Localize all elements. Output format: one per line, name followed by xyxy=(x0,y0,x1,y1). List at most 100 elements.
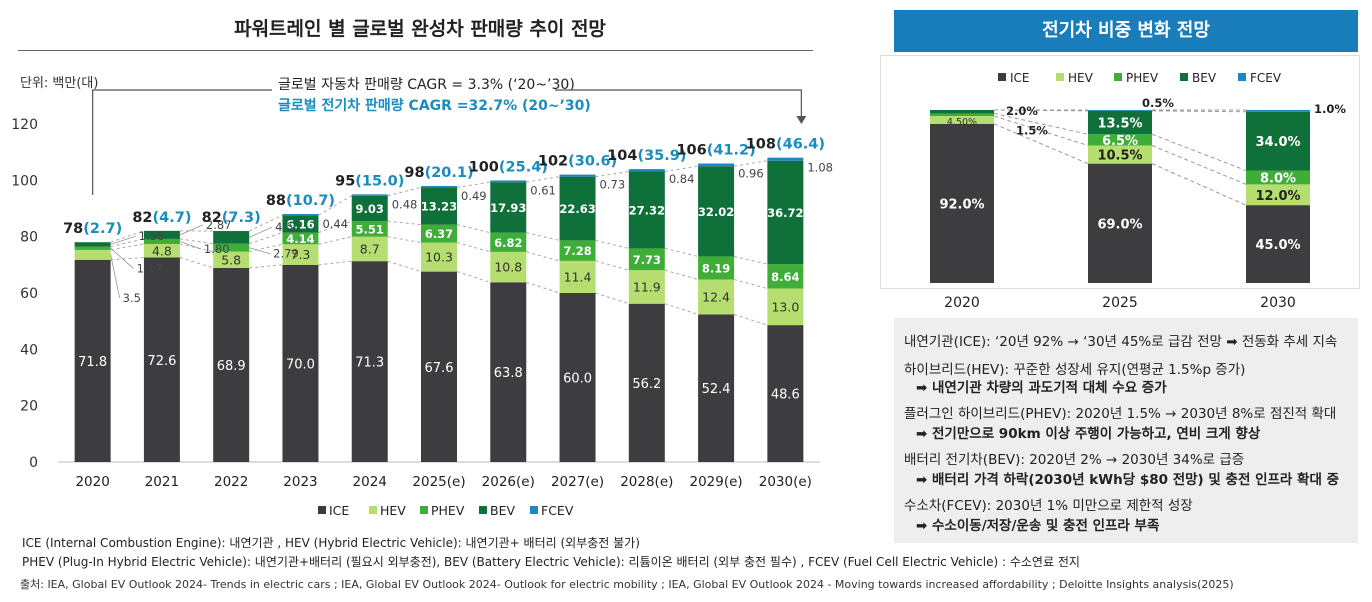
trend-dash xyxy=(526,176,560,183)
segment-value-label: 4.8 xyxy=(152,243,172,258)
trend-dash xyxy=(456,271,491,283)
y-tick-label: 80 xyxy=(20,230,38,246)
trend-dash xyxy=(110,243,144,251)
segment-value-label: 13.23 xyxy=(421,200,457,214)
footnote-source: 출처: IEA, Global EV Outlook 2024- Trends … xyxy=(20,578,1234,591)
right-trend-dash xyxy=(1151,110,1247,113)
bar-segment-ice xyxy=(143,257,180,462)
legend-swatch-ice xyxy=(318,506,326,514)
footnote-definitions-2: PHEV (Plug-In Hybrid Electric Vehicle): … xyxy=(22,555,1080,569)
segment-value-label: 3.5 xyxy=(123,291,141,305)
trend-dash xyxy=(249,264,283,269)
segment-value-label: 27.32 xyxy=(629,203,665,217)
cagr-arrows xyxy=(92,89,807,195)
bar-segment-hev xyxy=(628,270,665,304)
bar-segment-ice xyxy=(490,282,527,462)
y-tick-label: 120 xyxy=(11,117,38,133)
bar-total-label: 102(30.6) xyxy=(538,154,617,170)
trend-dash xyxy=(387,220,422,226)
insight-phev-sub: ➡ 전기만으로 90km 이상 주행이 가능하고, 연비 크게 향상 xyxy=(916,426,1261,442)
segment-value-label: 7.73 xyxy=(633,253,661,267)
bar-segment-bev xyxy=(74,242,111,247)
left-trend-dashes xyxy=(110,160,768,326)
bar-segment-fcev xyxy=(628,169,665,172)
legend-label: FCEV xyxy=(541,503,574,518)
leader-line xyxy=(179,224,204,236)
ice-value-label: 60.0 xyxy=(563,372,592,387)
right-segment-label: 10.5% xyxy=(1097,149,1142,164)
bar-segment-bev xyxy=(143,230,180,239)
right-x-tick-label: 2030 xyxy=(1260,295,1296,311)
insight-ice: 내연기관(ICE): ‘20년 92% → ‘30년 45%로 급감 전망 ➡ … xyxy=(904,334,1338,350)
bar-segment-ice xyxy=(559,293,596,462)
x-tick-label: 2029(e) xyxy=(689,474,742,490)
trend-dash xyxy=(249,232,283,245)
segment-value-label: 8.19 xyxy=(702,261,730,275)
right-bar-segment-hev xyxy=(1246,184,1310,206)
ev-total-value: (35.9) xyxy=(637,148,686,164)
left-y-axis: 0 20 40 60 80 100 120 2020 2021 2022 2023 2024 2025(… xyxy=(11,117,820,490)
bar-total-label: 100(25.4) xyxy=(469,159,548,175)
insight-phev: 플러그인 하이브리드(PHEV): 2020년 1.5% → 2030년 8%로… xyxy=(904,406,1337,422)
bar-total-label: 82(7.3) xyxy=(202,210,261,226)
cagr-arrow-right xyxy=(555,89,802,120)
bar-segment-hev xyxy=(74,249,111,260)
bar-total-label: 106(41.2) xyxy=(676,143,755,159)
trend-dash xyxy=(526,251,560,262)
bar-segment-phev xyxy=(351,221,388,237)
leader-line xyxy=(249,247,271,255)
right-ice-label: 45.0% xyxy=(1255,238,1300,253)
right-bar-segment-phev xyxy=(930,113,994,117)
segment-value-label: 17.93 xyxy=(490,201,526,215)
y-tick-label: 20 xyxy=(20,399,38,415)
right-bar-segment-bev xyxy=(1088,110,1152,135)
right-chart-title: 전기차 비중 변화 전망 xyxy=(894,10,1358,52)
insight-fcev: 수소차(FCEV): 2030년 1% 미만으로 제한적 성장 xyxy=(904,498,1193,514)
trend-dash xyxy=(734,160,768,167)
total-value: 104 xyxy=(607,148,637,164)
fcev-value-label: 0.96 xyxy=(738,167,764,181)
x-tick-label: 2027(e) xyxy=(551,474,604,490)
bar-segment-ice xyxy=(767,325,804,462)
ice-value-label: 68.9 xyxy=(217,359,246,374)
right-bar-segment-bev xyxy=(1246,111,1310,171)
bar-segment-fcev xyxy=(767,157,804,161)
left-legend: ICE HEV PHEV BEV FCEV xyxy=(318,503,574,518)
ev-total-value: (15.0) xyxy=(355,173,404,189)
trend-dash xyxy=(456,224,491,234)
bar-segment-hev xyxy=(351,236,388,262)
right-bar-segment-ice xyxy=(1088,163,1152,283)
ice-value-label: 56.2 xyxy=(632,377,661,392)
total-value: 102 xyxy=(538,154,568,170)
segment-value-label: 2.79 xyxy=(273,247,299,261)
ev-total-value: (41.2) xyxy=(707,143,756,159)
right-ice-label: 92.0% xyxy=(939,197,984,212)
bar-segment-hev xyxy=(559,260,596,293)
right-trend-dash xyxy=(993,112,1089,135)
bar-segment-bev xyxy=(421,187,457,225)
right-bar-segment-ice xyxy=(1246,205,1310,283)
x-tick-label: 2024 xyxy=(353,474,387,490)
fcev-value-label: 0.44 xyxy=(322,217,348,231)
trend-dash xyxy=(526,281,560,294)
right-fcev-label: 1.0% xyxy=(1314,102,1346,116)
trend-dash xyxy=(110,257,144,261)
y-tick-label: 60 xyxy=(20,286,38,302)
total-value: 78 xyxy=(63,221,83,237)
total-value: 100 xyxy=(469,159,499,175)
x-tick-label: 2021 xyxy=(145,474,179,490)
bar-segment-bev xyxy=(213,231,250,244)
fcev-value-label: 0.61 xyxy=(530,183,556,197)
bar-segment-phev xyxy=(767,264,804,289)
right-legend-swatch-ice xyxy=(998,73,1006,81)
ice-value-label: 71.8 xyxy=(78,355,107,370)
bar-segment-hev xyxy=(490,251,527,283)
right-bar-segment-hev xyxy=(1088,145,1152,164)
cagr-total-annotation: 글로벌 자동차 판매량 CAGR = 3.3% (‘20~’30) xyxy=(278,77,575,93)
segment-value-label: 8.7 xyxy=(360,241,380,256)
bar-segment-phev xyxy=(421,224,457,243)
right-legend-swatch-fcev xyxy=(1238,73,1246,81)
segment-value-label: 4.51 xyxy=(275,220,301,234)
segment-value-label: 32.02 xyxy=(698,205,734,219)
right-legend-swatch-bev xyxy=(1180,73,1188,81)
